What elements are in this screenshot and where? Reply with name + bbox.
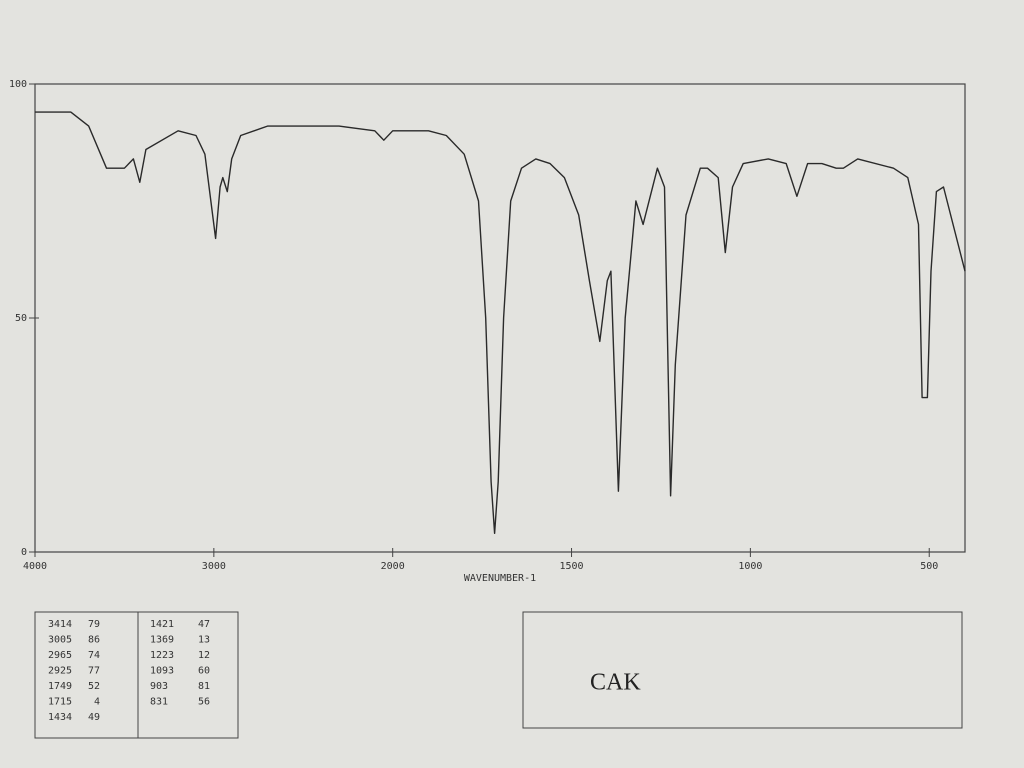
x-tick-label: 3000: [202, 561, 226, 572]
peak-table-frame: [34, 611, 239, 739]
peak-transmittance: 47: [198, 619, 210, 630]
x-axis-label: WAVENUMBER-1: [464, 573, 536, 584]
peak-wavenumber: 1434: [48, 712, 72, 723]
peak-transmittance: 60: [198, 666, 210, 677]
sample-label: CAK: [590, 670, 641, 696]
peak-transmittance: 86: [88, 635, 100, 646]
y-tick-label: 50: [15, 313, 27, 324]
peak-transmittance: 12: [198, 650, 210, 661]
peak-table: 3414 79 3005 86 2965 74 2925 77 1749 52 1715 4 1434 4…: [48, 619, 210, 723]
peak-wavenumber: 1223: [150, 650, 174, 661]
peak-transmittance: 74: [88, 650, 100, 661]
x-tick-label: 1000: [738, 561, 762, 572]
peak-transmittance: 4: [94, 697, 100, 708]
peak-transmittance: 52: [88, 681, 100, 692]
peak-wavenumber: 1369: [150, 635, 174, 646]
peak-wavenumber: 1421: [150, 619, 174, 630]
peak-wavenumber: 1093: [150, 666, 174, 677]
peak-transmittance: 56: [198, 697, 210, 708]
peak-wavenumber: 1749: [48, 681, 72, 692]
peak-transmittance: 81: [198, 681, 210, 692]
peak-transmittance: 77: [88, 666, 100, 677]
peak-wavenumber: 3005: [48, 635, 72, 646]
peak-wavenumber: 3414: [48, 619, 72, 630]
peak-transmittance: 49: [88, 712, 100, 723]
y-tick-label: 100: [9, 79, 27, 90]
peak-wavenumber: 1715: [48, 697, 72, 708]
peak-wavenumber: 903: [150, 681, 168, 692]
peak-transmittance: 79: [88, 619, 100, 630]
peak-wavenumber: 2925: [48, 666, 72, 677]
x-tick-label: 500: [920, 561, 938, 572]
y-tick-label: 0: [21, 547, 27, 558]
peak-wavenumber: 2965: [48, 650, 72, 661]
spectrum-line: [35, 111, 966, 534]
x-tick-label: 2000: [381, 561, 405, 572]
peak-wavenumber: 831: [150, 697, 168, 708]
x-tick-label: 1500: [559, 561, 583, 572]
sample-box: [522, 611, 963, 729]
peak-transmittance: 13: [198, 635, 210, 646]
x-tick-label: 4000: [23, 561, 47, 572]
